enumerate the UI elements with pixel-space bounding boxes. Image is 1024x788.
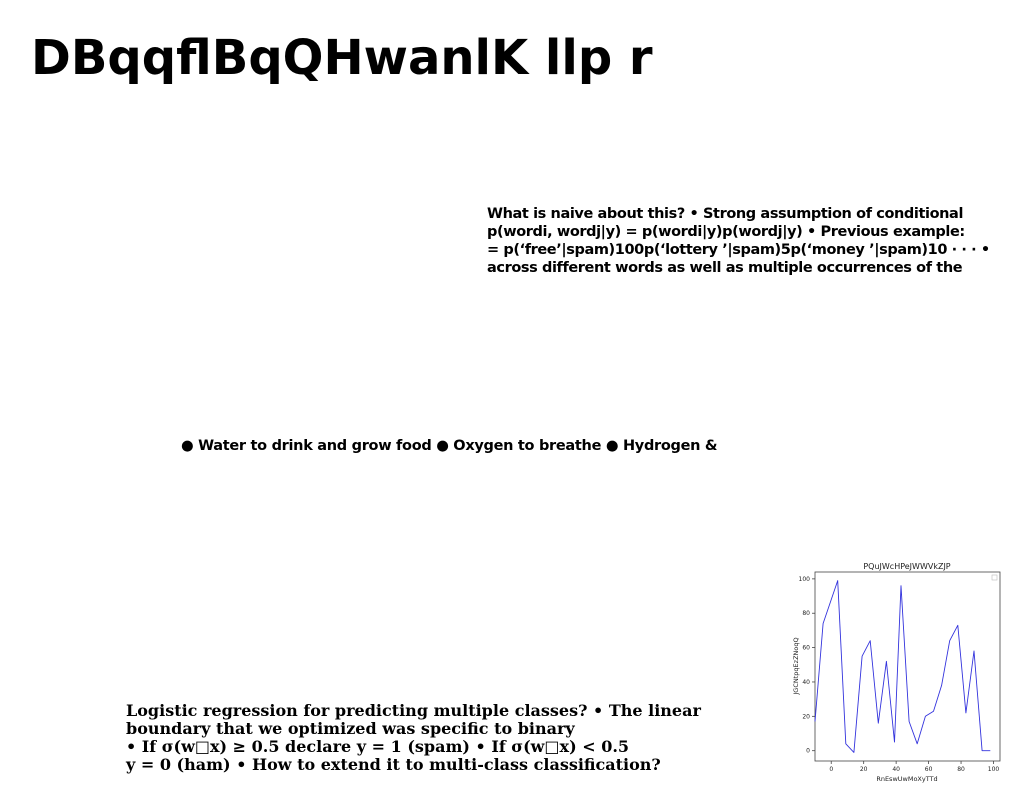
- chart-title: PQuJWcHPeJWWVkZJP: [863, 562, 950, 571]
- y-tick-label: 60: [802, 645, 810, 652]
- y-tick-label: 20: [802, 713, 810, 720]
- series-line: [814, 580, 991, 753]
- text-line: Logistic regression for predicting multi…: [126, 701, 701, 720]
- series-layer: [814, 580, 991, 753]
- legend-box: [991, 574, 998, 581]
- text-line: p(wordi, wordj|y) = p(wordi|y)p(wordj|y)…: [487, 224, 965, 240]
- y-axis-ticks: 0 20 40 60 80 100: [799, 576, 815, 755]
- x-tick-label: 40: [892, 766, 900, 773]
- x-tick-label: 0: [829, 766, 833, 773]
- text-line: = p(‘free’|spam)100p(‘lottery ’|spam)5p(…: [487, 242, 990, 258]
- y-tick-label: 0: [806, 748, 810, 755]
- x-tick-label: 80: [957, 766, 965, 773]
- x-tick-label: 100: [988, 766, 1000, 773]
- resources-bullet-line: ● Water to drink and grow food ● Oxygen …: [181, 438, 718, 454]
- naive-bayes-text-block: What is naive about this? • Strong assum…: [487, 205, 1017, 277]
- text-line: boundary that we optimized was specific …: [126, 719, 575, 738]
- text-line: y = 0 (ham) • How to extend it to multi-…: [126, 755, 661, 774]
- plot-frame: [814, 571, 1001, 762]
- y-tick-label: 80: [802, 610, 810, 617]
- x-tick-label: 20: [860, 766, 868, 773]
- x-axis-label: RnEswUwMoXyTTd: [876, 775, 937, 783]
- text-line: • If σ(w□x) ≥ 0.5 declare y = 1 (spam) •…: [126, 737, 630, 756]
- y-tick-label: 100: [799, 576, 811, 583]
- slide-title: DBqqflBqQHwanlK llp r: [31, 30, 653, 86]
- line-chart: PQuJWcHPeJWWVkZJP 0 20 40 60 80 100 0 20 40 60 80…: [792, 562, 1001, 783]
- text-line: across different words as well as multip…: [487, 260, 963, 276]
- text-line: What is naive about this? • Strong assum…: [487, 206, 964, 222]
- y-axis-label: JGCNtpqEzZNoqQ: [792, 637, 800, 695]
- x-axis-ticks: 0 20 40 60 80 100: [829, 761, 999, 773]
- y-tick-label: 40: [802, 679, 810, 686]
- x-tick-label: 60: [925, 766, 933, 773]
- logistic-regression-text-block: Logistic regression for predicting multi…: [126, 702, 701, 774]
